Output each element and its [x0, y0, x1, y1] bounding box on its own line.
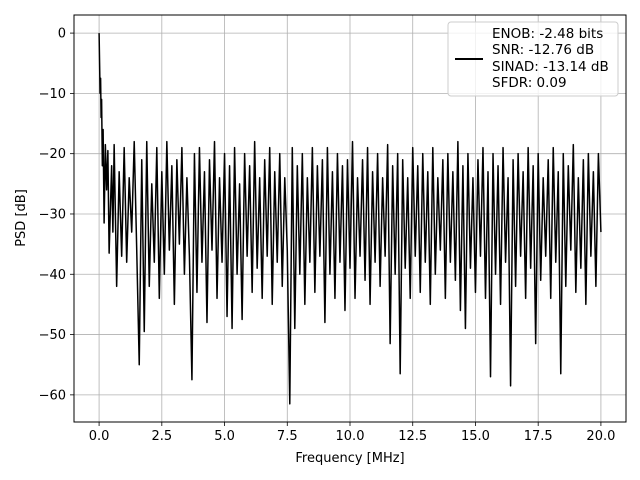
y-axis-ticks: 0 −10 −20 −30 −40 −50 −60: [39, 27, 74, 403]
x-tick-label: 20.0: [586, 429, 615, 444]
x-tick-label: 0.0: [89, 429, 110, 444]
series-layer: [98, 33, 602, 405]
legend-sfdr: SFDR: 0.09: [492, 75, 567, 91]
x-tick-label: 15.0: [461, 429, 490, 444]
legend-box: [447, 21, 619, 97]
x-tick-label: 10.0: [336, 429, 365, 444]
x-tick-label: 5.0: [214, 429, 235, 444]
legend-sinad: SINAD: -13.14 dB: [492, 59, 609, 75]
x-tick-label: 2.5: [151, 429, 172, 444]
y-tick-label: −60: [39, 388, 66, 403]
y-tick-label: −10: [39, 87, 66, 102]
legend-snr: SNR: -12.76 dB: [492, 42, 594, 58]
x-axis-ticks: 0.0 2.5 5.0 7.5 10.0 12.5 15.0 17.5 20.0: [89, 422, 615, 444]
y-tick-label: 0: [58, 27, 66, 42]
y-tick-label: −40: [39, 268, 66, 283]
y-tick-label: −30: [39, 207, 66, 222]
legend-enob: ENOB: -2.48 bits: [492, 26, 603, 42]
x-tick-label: 17.5: [524, 429, 553, 444]
y-tick-label: −20: [39, 147, 66, 162]
x-tick-label: 7.5: [277, 429, 298, 444]
legend: ENOB: -2.48 bits SNR: -12.76 dB SINAD: -…: [447, 21, 619, 97]
x-axis-label: Frequency [MHz]: [295, 451, 404, 466]
psd-series-line: [98, 33, 602, 405]
y-tick-label: −50: [39, 328, 66, 343]
y-axis-label: PSD [dB]: [14, 189, 29, 247]
x-tick-label: 12.5: [398, 429, 427, 444]
